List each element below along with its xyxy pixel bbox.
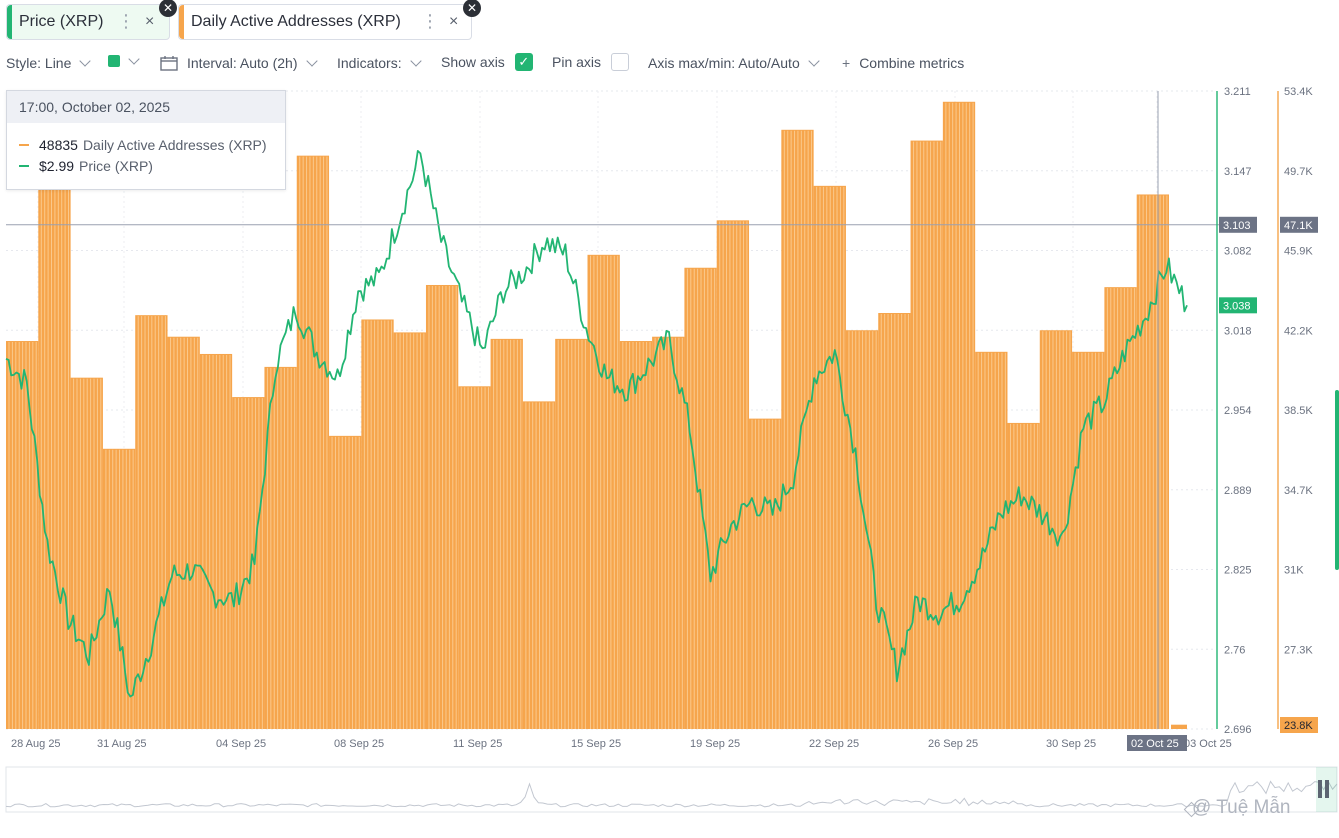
- checkbox-checked-icon[interactable]: ✓: [514, 53, 533, 71]
- plus-icon: +: [842, 55, 851, 71]
- tooltip-datetime: 17:00, October 02, 2025: [7, 91, 285, 123]
- kebab-icon[interactable]: ⋮: [117, 11, 135, 31]
- addresses-crosshair-badge: 47.1K: [1284, 220, 1313, 232]
- pin-axis-label: Pin axis: [552, 54, 602, 70]
- addresses-crosshair-badge-bg: [1280, 216, 1318, 233]
- tab-label: Price (XRP): [19, 13, 104, 30]
- calendar-icon: [160, 56, 178, 71]
- remove-metric-icon[interactable]: ✕: [159, 0, 177, 17]
- line-price: [5, 149, 1188, 698]
- tooltip-row-addresses: 48835 Daily Active Addresses (XRP): [19, 137, 267, 153]
- price-tick-label: 2.954: [1224, 405, 1252, 417]
- color-picker[interactable]: [108, 53, 140, 67]
- price-tick-label: 3.211: [1224, 86, 1251, 98]
- chart-toolbar: Style: Line Interval: Auto (2h) Indicato…: [0, 50, 1339, 78]
- navigator-line: [5, 780, 1338, 808]
- x-tick-label: 22 Sep 25: [809, 738, 859, 750]
- x-tick-label: 19 Sep 25: [690, 738, 740, 750]
- axis-maxmin-label: Axis max/min: Auto/Auto: [648, 55, 800, 71]
- x-crosshair-badge: 02 Oct 25: [1131, 738, 1179, 750]
- indicators-label: Indicators:: [337, 55, 402, 71]
- addresses-tick-label: 53.4K: [1284, 86, 1313, 98]
- kebab-icon[interactable]: ⋮: [421, 11, 439, 31]
- tab-color-bar: [7, 5, 12, 39]
- x-tick-label: 28 Aug 25: [11, 738, 61, 750]
- price-tick-label: 3.018: [1224, 325, 1252, 337]
- style-dropdown[interactable]: Style: Line: [6, 55, 92, 71]
- color-swatch: [108, 55, 120, 67]
- price-tick-label: 2.76: [1224, 644, 1245, 656]
- x-crosshair-badge-bg: [1127, 735, 1187, 751]
- tab-daily-active-addresses[interactable]: Daily Active Addresses (XRP) ⋮ × ✕: [178, 0, 481, 40]
- bar: [1171, 724, 1187, 729]
- checkbox-unchecked-icon[interactable]: [611, 53, 630, 71]
- x-tick-label: 31 Aug 25: [97, 738, 147, 750]
- addresses-tick-label: 27.3K: [1284, 644, 1313, 656]
- x-tick-label: 26 Sep 25: [928, 738, 978, 750]
- addresses-tick-label: 49.7K: [1284, 166, 1313, 178]
- tab-price[interactable]: Price (XRP) ⋮ × ✕: [6, 0, 177, 40]
- price-tick-label: 2.696: [1224, 724, 1252, 736]
- x-tick-label: 04 Sep 25: [216, 738, 266, 750]
- axes: 3.211 53.4K 3.147 49.7K 3.082 45.9K 3.018 42.2K…: [6, 86, 1318, 751]
- addresses-tick-label: 34.7K: [1284, 485, 1313, 497]
- tab-color-bar: [179, 5, 184, 39]
- legend-swatch: [19, 165, 29, 167]
- show-axis-toggle[interactable]: Show axis ✓: [441, 53, 533, 71]
- remove-metric-icon[interactable]: ✕: [463, 0, 481, 17]
- close-icon[interactable]: ×: [449, 13, 459, 30]
- interval-dropdown[interactable]: Interval: Auto (2h): [160, 55, 318, 71]
- bars-daily-active-addresses: [6, 101, 1187, 730]
- indicators-dropdown[interactable]: Indicators:: [337, 55, 422, 71]
- axis-maxmin-dropdown[interactable]: Axis max/min: Auto/Auto: [648, 55, 820, 71]
- tooltip-series-name: Price (XRP): [79, 158, 153, 174]
- x-tick-label: 03 Oct 25: [1184, 738, 1232, 750]
- x-tick-label: 15 Sep 25: [571, 738, 621, 750]
- tooltip-row-price: $2.99 Price (XRP): [19, 158, 153, 174]
- show-axis-label: Show axis: [441, 54, 505, 70]
- tooltip-value: $2.99: [39, 158, 75, 174]
- pause-icon[interactable]: [1318, 780, 1330, 798]
- price-tick-label: 3.082: [1224, 246, 1252, 258]
- combine-metrics-label: Combine metrics: [859, 55, 965, 71]
- scroll-indicator: [1335, 390, 1339, 570]
- x-tick-label: 30 Sep 25: [1046, 738, 1096, 750]
- price-line: [5, 149, 1188, 698]
- interval-label: Interval: Auto (2h): [187, 55, 298, 71]
- addresses-tick-label: 31K: [1284, 565, 1304, 577]
- watermark-text: @ Tuệ Mẫn: [1192, 797, 1291, 818]
- legend-swatch: [19, 144, 29, 146]
- metric-tabs: Price (XRP) ⋮ × ✕ Daily Active Addresses…: [0, 0, 1339, 44]
- tooltip-value: 48835: [39, 137, 78, 153]
- price-tick-label: 2.825: [1224, 565, 1252, 577]
- price-current-badge: 3.038: [1223, 300, 1251, 312]
- price-crosshair-badge: 3.103: [1223, 220, 1251, 232]
- navigator[interactable]: [5, 390, 1339, 813]
- addresses-tick-label: 38.5K: [1284, 405, 1313, 417]
- tab-label: Daily Active Addresses (XRP): [191, 13, 401, 30]
- style-label: Style: Line: [6, 55, 72, 71]
- hover-tooltip: 17:00, October 02, 2025 48835 Daily Acti…: [6, 90, 286, 190]
- addresses-tick-label: 42.2K: [1284, 325, 1313, 337]
- addresses-tick-label: 45.9K: [1284, 246, 1313, 258]
- price-tick-label: 2.889: [1224, 485, 1252, 497]
- x-tick-label: 08 Sep 25: [334, 738, 384, 750]
- pin-axis-toggle[interactable]: Pin axis: [552, 53, 630, 71]
- close-icon[interactable]: ×: [145, 13, 155, 30]
- tooltip-series-name: Daily Active Addresses (XRP): [82, 137, 267, 153]
- combine-metrics-button[interactable]: + Combine metrics: [842, 55, 964, 71]
- price-crosshair-badge-bg: [1219, 216, 1257, 233]
- addresses-current-badge: 23.8K: [1284, 720, 1313, 732]
- price-current-badge-bg: [1219, 297, 1257, 314]
- price-tick-label: 3.147: [1224, 166, 1252, 178]
- addresses-current-badge-bg: [1280, 717, 1318, 733]
- x-tick-label: 11 Sep 25: [453, 738, 502, 750]
